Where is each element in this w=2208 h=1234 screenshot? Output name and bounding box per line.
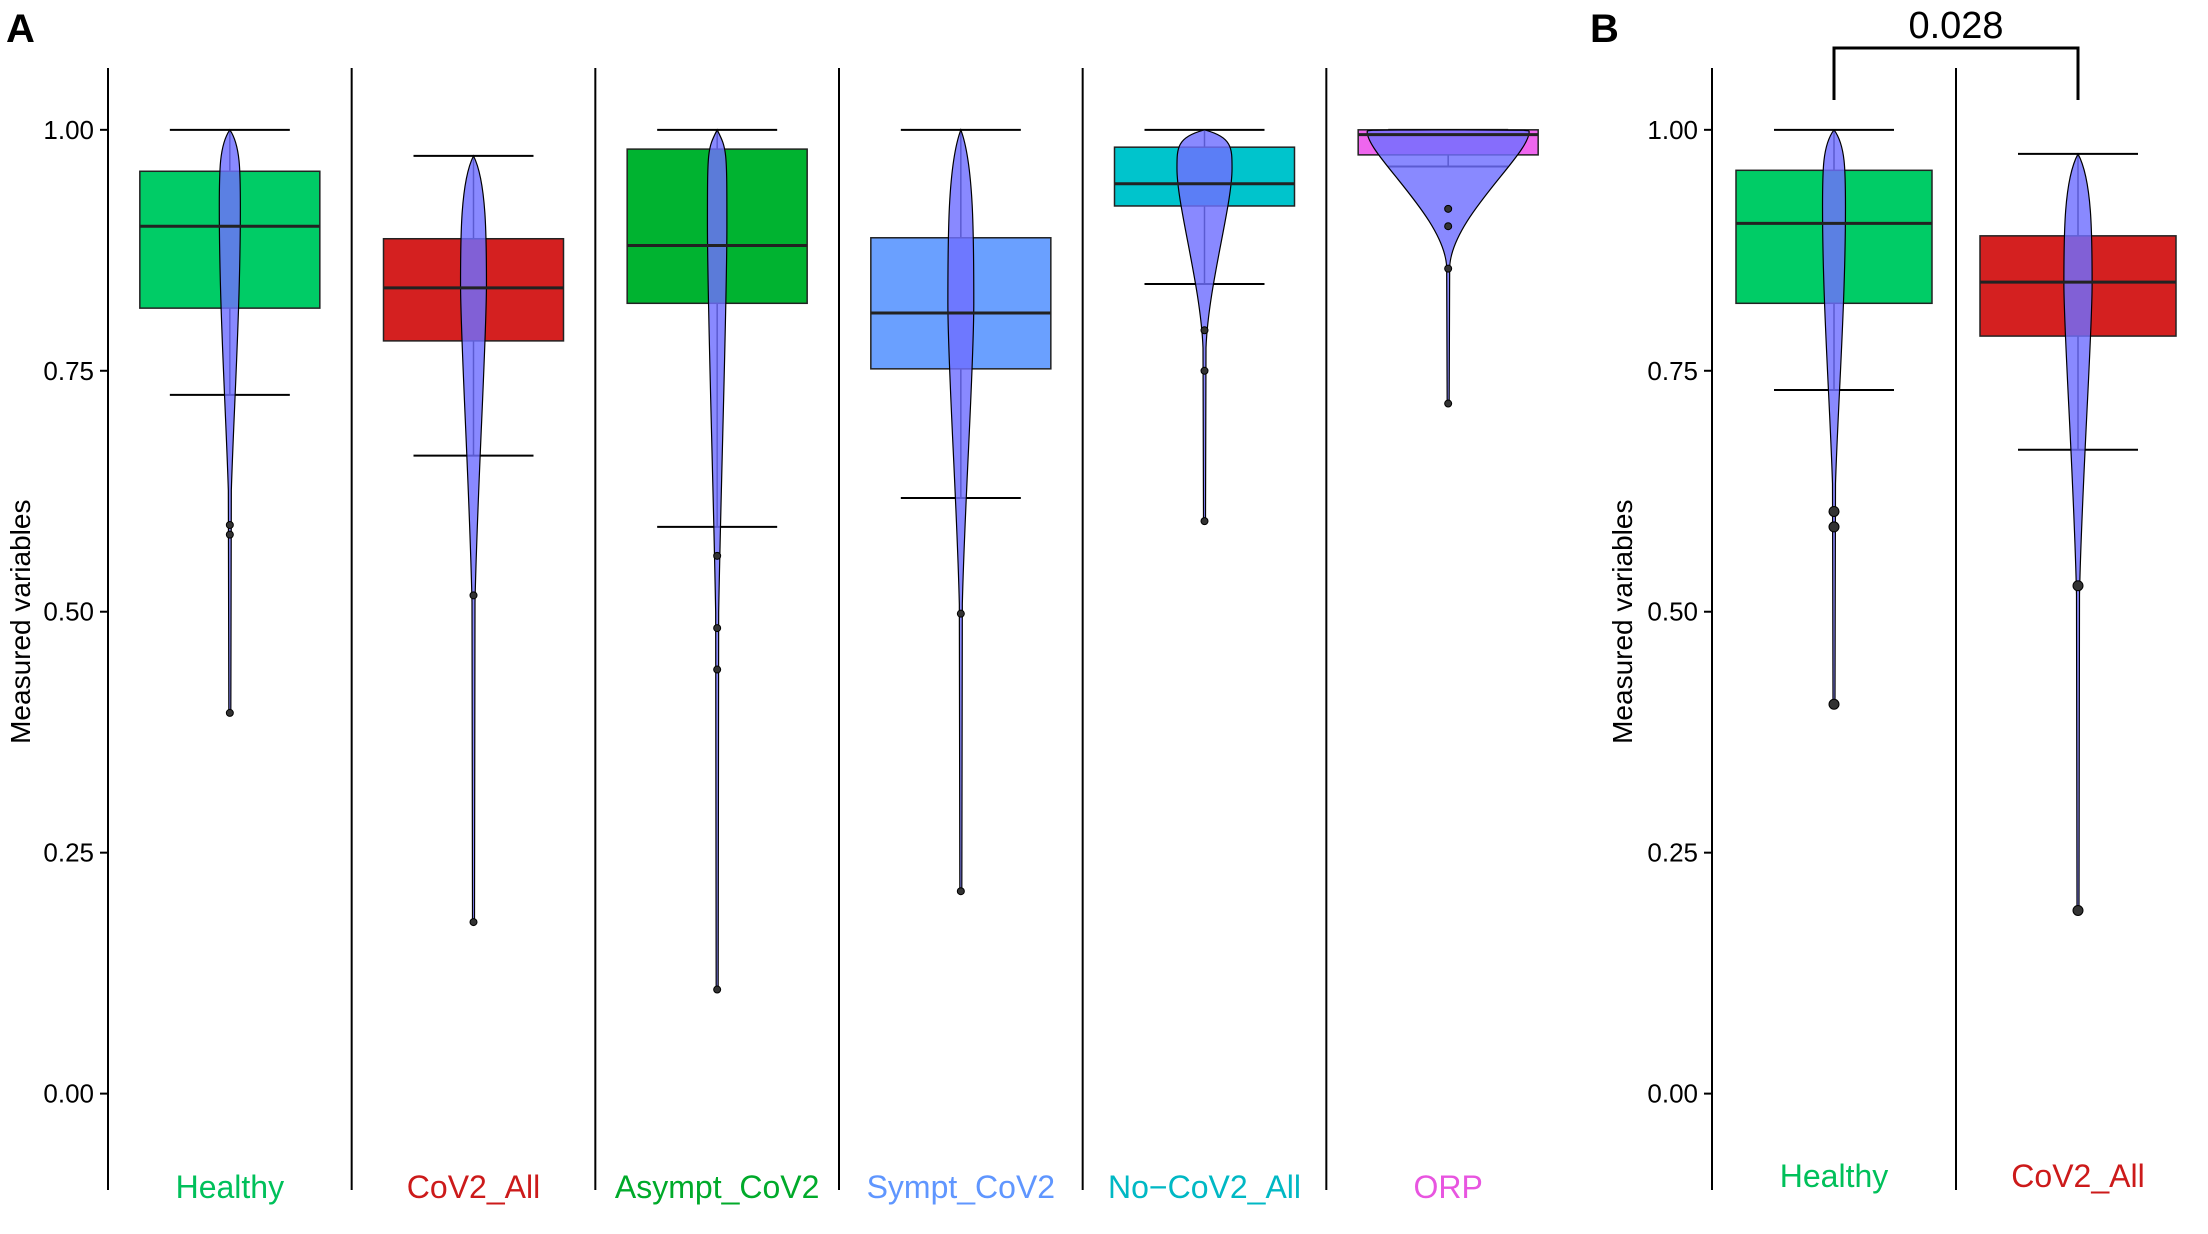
y-tick-label: 1.00 bbox=[43, 115, 94, 145]
panel-b-chart: 0.00 0.25 0.50 0.75 1.00 Measured variables He… bbox=[1607, 5, 2177, 1194]
outlier-point-orp bbox=[1444, 399, 1453, 408]
category-label-asympt-cov2: Asympt_CoV2 bbox=[615, 1169, 820, 1205]
outlier-point-healthy bbox=[225, 530, 234, 539]
violin-healthy bbox=[1821, 128, 1847, 705]
violin-no-cov2-all bbox=[1176, 129, 1233, 522]
y-tick-label: 0.75 bbox=[1647, 356, 1698, 386]
outlier-point-no-cov2-all bbox=[1200, 366, 1209, 375]
outlier-point-asympt-cov2 bbox=[713, 624, 722, 633]
y-tick-label: 0.00 bbox=[43, 1079, 94, 1109]
y-axis-title: Measured variables bbox=[1607, 500, 1638, 744]
p-value-label: 0.028 bbox=[1908, 5, 2003, 47]
category-label-healthy: Healthy bbox=[1780, 1158, 1889, 1194]
y-tick-label: 0.75 bbox=[43, 356, 94, 386]
outlier-point-sympt-cov2 bbox=[956, 887, 965, 896]
violin-healthy bbox=[218, 128, 241, 714]
outlier-point-healthy bbox=[1828, 521, 1840, 533]
category-label-cov2-all: CoV2_All bbox=[2011, 1158, 2144, 1194]
y-tick-label: 0.50 bbox=[43, 597, 94, 627]
y-tick-label: 0.25 bbox=[1647, 838, 1698, 868]
category-label-cov2-all: CoV2_All bbox=[407, 1169, 540, 1205]
outlier-point-healthy bbox=[1828, 698, 1840, 710]
violin-cov2-all bbox=[2063, 152, 2093, 912]
significance-bracket bbox=[1832, 46, 2080, 100]
violin-sympt-cov2 bbox=[947, 128, 975, 892]
outlier-point-asympt-cov2 bbox=[713, 665, 722, 674]
violin-cov2-all bbox=[459, 154, 488, 923]
outlier-point-sympt-cov2 bbox=[956, 609, 965, 618]
category-label-sympt-cov2: Sympt_CoV2 bbox=[867, 1169, 1056, 1205]
y-tick-label: 1.00 bbox=[1647, 115, 1698, 145]
panel-b-letter: B bbox=[1590, 7, 1619, 51]
outlier-point-orp bbox=[1444, 222, 1453, 231]
panel-a-letter: A bbox=[6, 7, 35, 51]
category-label-healthy: Healthy bbox=[176, 1169, 285, 1205]
outlier-point-cov2-all bbox=[2072, 580, 2084, 592]
outlier-point-orp bbox=[1444, 264, 1453, 273]
outlier-point-cov2-all bbox=[469, 591, 478, 600]
outlier-point-healthy bbox=[225, 520, 234, 529]
outlier-point-cov2-all bbox=[469, 918, 478, 927]
outlier-point-no-cov2-all bbox=[1200, 326, 1209, 335]
y-tick-label: 0.00 bbox=[1647, 1079, 1698, 1109]
outlier-point-asympt-cov2 bbox=[713, 985, 722, 994]
y-axis-title: Measured variables bbox=[5, 500, 36, 744]
outlier-point-healthy bbox=[1828, 505, 1840, 517]
y-tick-label: 0.50 bbox=[1647, 597, 1698, 627]
outlier-point-orp bbox=[1444, 204, 1453, 213]
category-label-no-cov2-all: No−CoV2_All bbox=[1108, 1169, 1301, 1205]
outlier-point-no-cov2-all bbox=[1200, 517, 1209, 526]
category-label-orp: ORP bbox=[1413, 1169, 1482, 1205]
outlier-point-healthy bbox=[225, 708, 234, 717]
y-tick-label: 0.25 bbox=[43, 838, 94, 868]
outlier-point-asympt-cov2 bbox=[713, 551, 722, 560]
panel-a-chart: 0.00 0.25 0.50 0.75 1.00 Measured variables He… bbox=[5, 68, 1539, 1205]
outlier-point-cov2-all bbox=[2072, 905, 2084, 916]
